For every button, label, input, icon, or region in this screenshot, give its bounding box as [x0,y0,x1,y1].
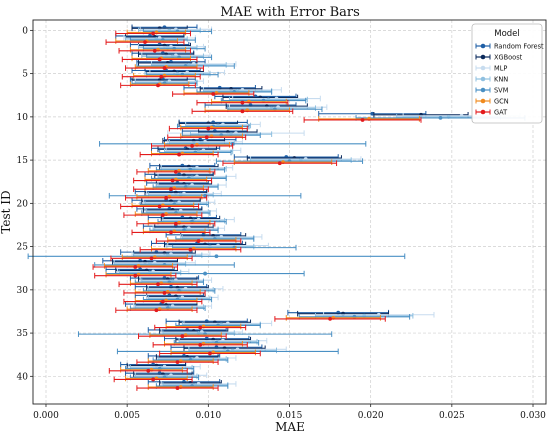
data-point [151,31,156,36]
data-point [133,265,138,269]
legend-items: Random Forest XGBoost MLP KNN SVM GCN GAT [475,43,544,117]
data-point [180,334,185,339]
x-tick-label: 0.025 [439,411,465,421]
data-point [211,92,216,96]
x-tick-label: 0.000 [33,411,59,421]
y-tick-label: 30 [17,286,29,296]
series-gcn [103,29,420,390]
data-point [146,368,151,373]
x-tick-label: 0.005 [114,411,140,421]
data-point [169,187,173,192]
legend-title: Model [494,29,520,39]
data-point [157,57,162,62]
data-point [208,351,212,356]
data-point [164,195,169,200]
data-point [438,116,443,120]
data-point [159,74,164,79]
y-tick-label: 10 [17,113,29,123]
y-tick-label: 0 [22,26,28,36]
legend-label: GCN [494,98,509,106]
legend-label: GAT [494,109,508,117]
data-point [160,299,165,304]
series-svm [27,28,526,389]
legend-swatch-marker [480,43,486,49]
data-point [277,161,282,166]
legend-swatch-marker [480,87,486,93]
data-point [175,386,180,390]
y-tick-label: 15 [17,156,29,166]
y-tick-label: 20 [17,199,29,209]
data-point [206,126,211,131]
data-point [160,213,165,218]
data-point [196,239,201,243]
error-bars-layer [27,24,526,391]
data-point [370,111,375,116]
legend-swatch-marker [480,76,486,82]
data-point [152,48,157,53]
legend-box [471,23,543,124]
x-axis-label: MAE [275,420,305,434]
data-point [204,135,209,140]
series-knn [113,27,502,388]
legend-swatch-marker [480,98,486,104]
data-point [162,291,167,295]
data-point [133,273,138,278]
data-point [169,230,173,235]
data-point [177,152,182,157]
data-point [175,360,180,365]
data-point [198,342,203,347]
data-point [240,109,245,114]
ticks-layer: 0.000 0.005 0.010 0.015 0.020 0.025 0.030 0 5 10 1… [17,26,547,421]
y-tick-label: 35 [17,329,29,339]
data-point [143,40,147,45]
legend-swatch-marker [480,109,486,115]
legend-label: SVM [494,87,509,95]
data-point [157,204,162,209]
grid-layer [33,20,546,404]
data-point [156,83,160,88]
y-tick-label: 40 [17,372,29,382]
data-point [170,178,175,183]
data-point [156,282,160,287]
series-xgboost [112,25,469,386]
data-point [188,247,193,252]
legend-swatch-marker [480,65,486,71]
y-tick-label: 5 [22,70,28,80]
legend-label: KNN [494,76,508,84]
x-tick-label: 0.010 [195,411,221,421]
legend-swatch-marker [480,54,486,60]
data-point [162,66,167,70]
chart-title: MAE with Error Bars [220,5,360,20]
legend: Model Random Forest XGBoost MLP KNN SVM GCN GA… [471,23,544,124]
y-tick-label: 25 [17,243,29,253]
x-tick-label: 0.020 [358,411,384,421]
data-point [154,308,159,313]
x-tick-label: 0.030 [520,411,546,421]
data-point [203,193,207,198]
data-point [240,100,245,105]
legend-label: MLP [494,65,507,73]
y-axis-label: Test ID [0,190,13,233]
data-point [198,325,203,330]
data-point [149,256,154,261]
data-point [214,254,219,259]
data-point [190,144,194,148]
data-point [173,221,178,226]
data-point [328,316,332,321]
data-point [173,169,178,174]
data-point [203,271,207,276]
x-tick-label: 0.015 [277,411,303,421]
legend-label: XGBoost [494,54,523,62]
series-gat [92,30,422,391]
data-point [151,377,156,382]
legend-label: Random Forest [494,43,544,51]
data-point [360,118,365,122]
